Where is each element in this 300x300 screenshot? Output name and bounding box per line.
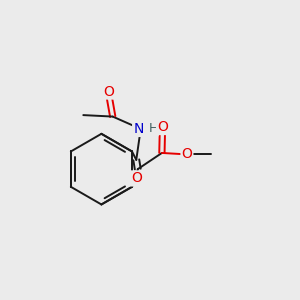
Text: O: O xyxy=(157,120,168,134)
Text: O: O xyxy=(103,85,114,98)
Text: H: H xyxy=(148,122,158,135)
Text: O: O xyxy=(131,171,142,185)
Text: N: N xyxy=(133,122,143,136)
Text: O: O xyxy=(182,147,192,161)
